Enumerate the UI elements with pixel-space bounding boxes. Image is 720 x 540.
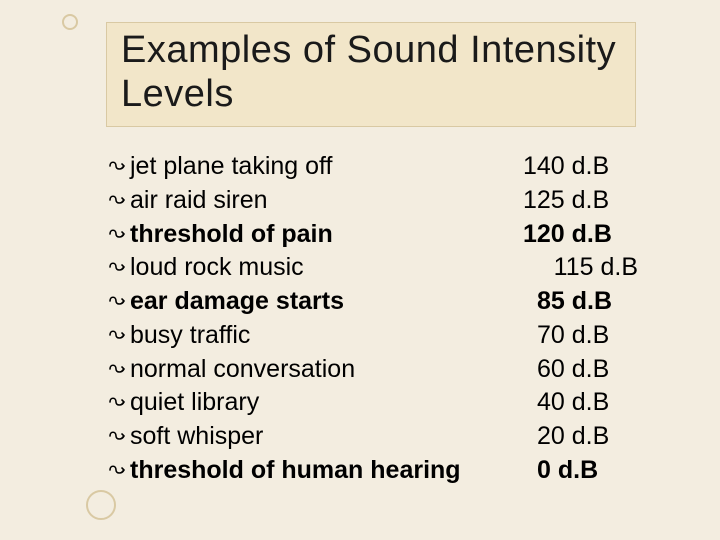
slide-title: Examples of Sound Intensity Levels	[121, 29, 621, 116]
item-value: 0 d.B	[523, 454, 638, 488]
bullet-icon	[108, 220, 128, 250]
item-value: 70 d.B	[523, 319, 638, 353]
list-item: threshold of human hearing 0 d.B	[108, 454, 638, 488]
bullet-icon	[108, 422, 128, 452]
list-item: loud rock music 115 d.B	[108, 251, 638, 285]
item-value: 140 d.B	[523, 150, 638, 184]
list-item: air raid siren 125 d.B	[108, 184, 638, 218]
bullet-icon	[108, 355, 128, 385]
bullet-icon	[108, 321, 128, 351]
bullet-icon	[108, 186, 128, 216]
item-value: 115 d.B	[506, 251, 638, 285]
item-label: jet plane taking off	[130, 150, 332, 184]
bullet-icon	[108, 388, 128, 418]
bullet-icon	[108, 456, 128, 486]
list-item: normal conversation 60 d.B	[108, 353, 638, 387]
bullet-icon	[108, 253, 128, 283]
item-value: 85 d.B	[523, 285, 638, 319]
decorative-circle-bottom	[86, 490, 116, 520]
list-item: quiet library 40 d.B	[108, 386, 638, 420]
item-label: air raid siren	[130, 184, 268, 218]
item-label: quiet library	[130, 386, 259, 420]
list-item: ear damage starts 85 d.B	[108, 285, 638, 319]
item-value: 120 d.B	[523, 218, 638, 252]
item-label: normal conversation	[130, 353, 355, 387]
bullet-icon	[108, 152, 128, 182]
item-label: ear damage starts	[130, 285, 344, 319]
list-item: soft whisper 20 d.B	[108, 420, 638, 454]
list-item: jet plane taking off 140 d.B	[108, 150, 638, 184]
title-box: Examples of Sound Intensity Levels	[106, 22, 636, 127]
bullet-icon	[108, 287, 128, 317]
content-list: jet plane taking off140 d.Bair raid sire…	[108, 150, 638, 488]
list-item: threshold of pain 120 d.B	[108, 218, 638, 252]
item-value: 125 d.B	[523, 184, 638, 218]
item-label: soft whisper	[130, 420, 263, 454]
item-label: busy traffic	[130, 319, 250, 353]
item-label: threshold of pain	[130, 218, 333, 252]
item-value: 60 d.B	[523, 353, 638, 387]
item-value: 40 d.B	[523, 386, 638, 420]
item-label: threshold of human hearing	[130, 454, 461, 488]
item-label: loud rock music	[130, 251, 304, 285]
decorative-circle-top	[62, 14, 78, 30]
list-item: busy traffic 70 d.B	[108, 319, 638, 353]
item-value: 20 d.B	[523, 420, 638, 454]
